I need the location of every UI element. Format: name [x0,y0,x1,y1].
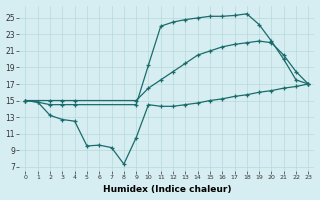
X-axis label: Humidex (Indice chaleur): Humidex (Indice chaleur) [103,185,231,194]
